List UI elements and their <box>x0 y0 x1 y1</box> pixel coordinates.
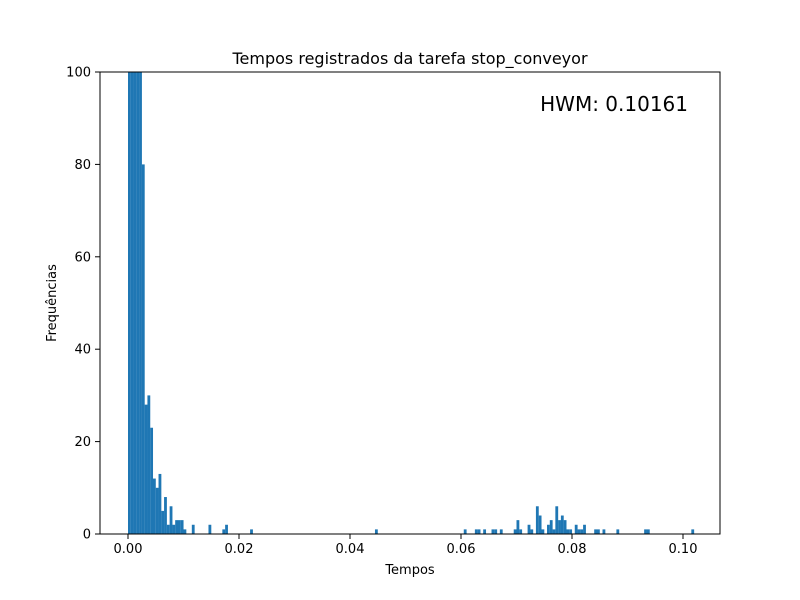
histogram-bar <box>691 529 695 534</box>
histogram-bar <box>535 506 539 534</box>
y-tick-label: 20 <box>74 435 91 450</box>
histogram-bar <box>574 524 578 534</box>
histogram-bar <box>161 510 165 534</box>
histogram-bar <box>594 529 598 534</box>
histogram-bar <box>150 427 154 534</box>
histogram-bar <box>158 473 162 534</box>
histogram-bar <box>177 520 181 534</box>
histogram-bar <box>141 164 145 534</box>
histogram-bar <box>139 72 142 534</box>
histogram-bar <box>530 529 534 534</box>
x-tick-label: 0.00 <box>114 542 143 557</box>
y-tick-label: 0 <box>83 528 91 543</box>
histogram-bar <box>250 529 253 534</box>
histogram-bar <box>538 515 542 534</box>
histogram-bar <box>491 529 495 534</box>
histogram-bar <box>566 529 570 534</box>
y-tick-label: 60 <box>74 250 91 265</box>
histogram-bar <box>577 529 581 534</box>
histogram-bar <box>547 524 550 534</box>
x-tick-label: 0.04 <box>336 542 365 557</box>
histogram-bar <box>152 478 156 534</box>
histogram-bar <box>136 72 140 534</box>
histogram-bar <box>463 529 467 534</box>
histogram-bar <box>555 506 559 534</box>
histogram-bar <box>596 529 600 534</box>
histogram-bar <box>644 529 647 534</box>
histogram-bar <box>483 529 487 534</box>
histogram-bar <box>516 520 520 534</box>
x-tick-label: 0.06 <box>447 542 476 557</box>
x-axis-label: Tempos <box>384 563 435 578</box>
x-tick-label: 0.08 <box>558 542 587 557</box>
histogram-bar <box>616 529 620 534</box>
histogram-bar <box>499 529 503 534</box>
y-axis-label: Frequências <box>45 264 60 342</box>
histogram-bar <box>166 524 170 534</box>
histogram-bar <box>477 529 481 534</box>
histogram-bar <box>225 524 228 534</box>
y-tick-label: 100 <box>66 66 91 81</box>
y-axis-ticks: 0 20 40 60 80 100 <box>66 66 100 543</box>
plot-frame <box>99 71 721 535</box>
histogram-bar <box>527 524 531 534</box>
histogram-bar <box>183 529 187 534</box>
histogram-bar <box>175 520 178 534</box>
histogram-bar <box>130 72 134 534</box>
chart-title: Tempos registrados da tarefa stop_convey… <box>231 49 587 69</box>
histogram-bar <box>494 529 498 534</box>
histogram-bar <box>552 529 556 534</box>
histogram-bar <box>191 524 195 534</box>
x-tick-label: 0.02 <box>225 542 254 557</box>
histogram-bar <box>583 524 586 534</box>
histogram-bar <box>549 520 553 534</box>
bars-group <box>128 72 695 534</box>
histogram-bar <box>133 72 137 534</box>
histogram-bar <box>374 529 378 534</box>
histogram-bar <box>474 529 478 534</box>
histogram-bar <box>222 529 226 534</box>
histogram-bar <box>208 524 212 534</box>
y-tick-label: 40 <box>74 343 91 358</box>
histogram-bar <box>144 404 148 534</box>
histogram-bar <box>558 520 561 534</box>
histogram-bar <box>646 529 650 534</box>
histogram-bar <box>560 515 564 534</box>
y-tick-label: 80 <box>74 158 91 173</box>
histogram-bar <box>169 506 173 534</box>
histogram-bar <box>569 529 573 534</box>
histogram-bar <box>180 520 184 534</box>
hwm-annotation: HWM: 0.10161 <box>540 92 688 116</box>
histogram-bar <box>172 524 176 534</box>
histogram-bar <box>602 529 606 534</box>
histogram-bar <box>580 529 584 534</box>
x-tick-label: 0.10 <box>669 542 698 557</box>
histogram-bar <box>541 529 545 534</box>
histogram-bar <box>563 520 567 534</box>
histogram-bar <box>519 529 523 534</box>
histogram-bar <box>155 487 159 534</box>
histogram-bar <box>513 529 517 534</box>
histogram-bar <box>164 497 167 534</box>
histogram-bar <box>147 395 151 534</box>
x-axis-ticks: 0.00 0.02 0.04 0.06 0.08 0.10 <box>114 534 698 557</box>
histogram-bar <box>128 72 131 534</box>
